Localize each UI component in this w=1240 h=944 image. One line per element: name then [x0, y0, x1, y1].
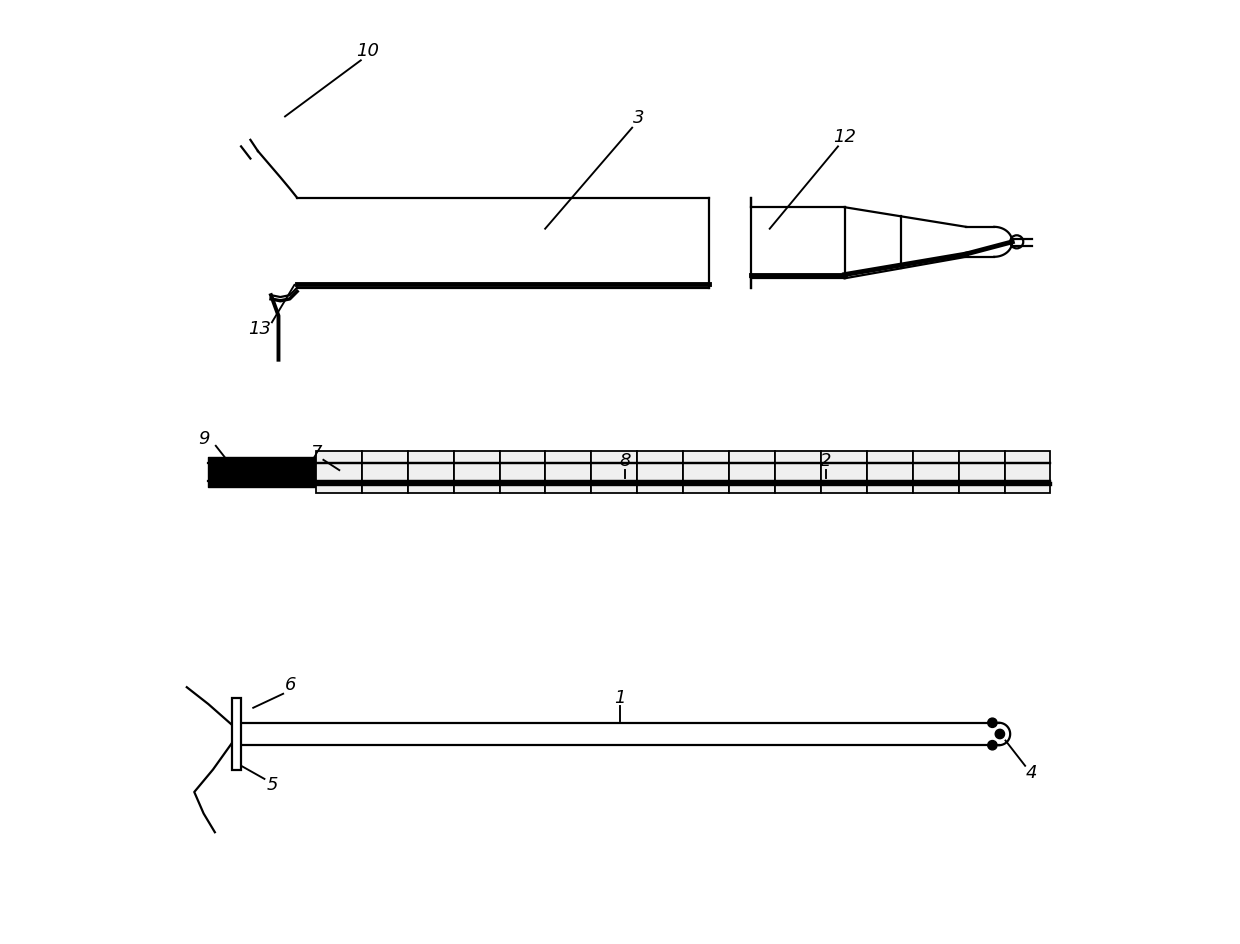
Bar	[232, 699, 241, 769]
Bar	[729, 451, 775, 493]
Circle shape	[988, 740, 997, 750]
Text: 10: 10	[356, 42, 379, 60]
Bar	[362, 451, 408, 493]
Bar	[821, 451, 867, 493]
Bar	[591, 451, 637, 493]
Text: 5: 5	[267, 777, 278, 795]
Bar	[775, 451, 821, 493]
Bar	[500, 451, 546, 493]
Bar	[867, 451, 913, 493]
Text: 8: 8	[619, 452, 630, 470]
Text: 4: 4	[1025, 765, 1038, 783]
Text: 1: 1	[614, 689, 626, 707]
Bar	[637, 451, 683, 493]
Bar	[913, 451, 959, 493]
Text: 12: 12	[833, 128, 856, 146]
Text: 2: 2	[820, 452, 832, 470]
Bar	[316, 451, 362, 493]
Text: 3: 3	[632, 110, 645, 127]
Bar	[959, 451, 1004, 493]
Bar	[1004, 451, 1050, 493]
Circle shape	[988, 718, 997, 728]
Bar	[408, 451, 454, 493]
Bar	[546, 451, 591, 493]
Bar	[454, 451, 500, 493]
Text: 13: 13	[248, 320, 272, 338]
Text: 9: 9	[198, 430, 210, 448]
Circle shape	[996, 730, 1004, 738]
Text: 7: 7	[310, 445, 321, 463]
Bar	[683, 451, 729, 493]
Text: 6: 6	[285, 676, 296, 695]
